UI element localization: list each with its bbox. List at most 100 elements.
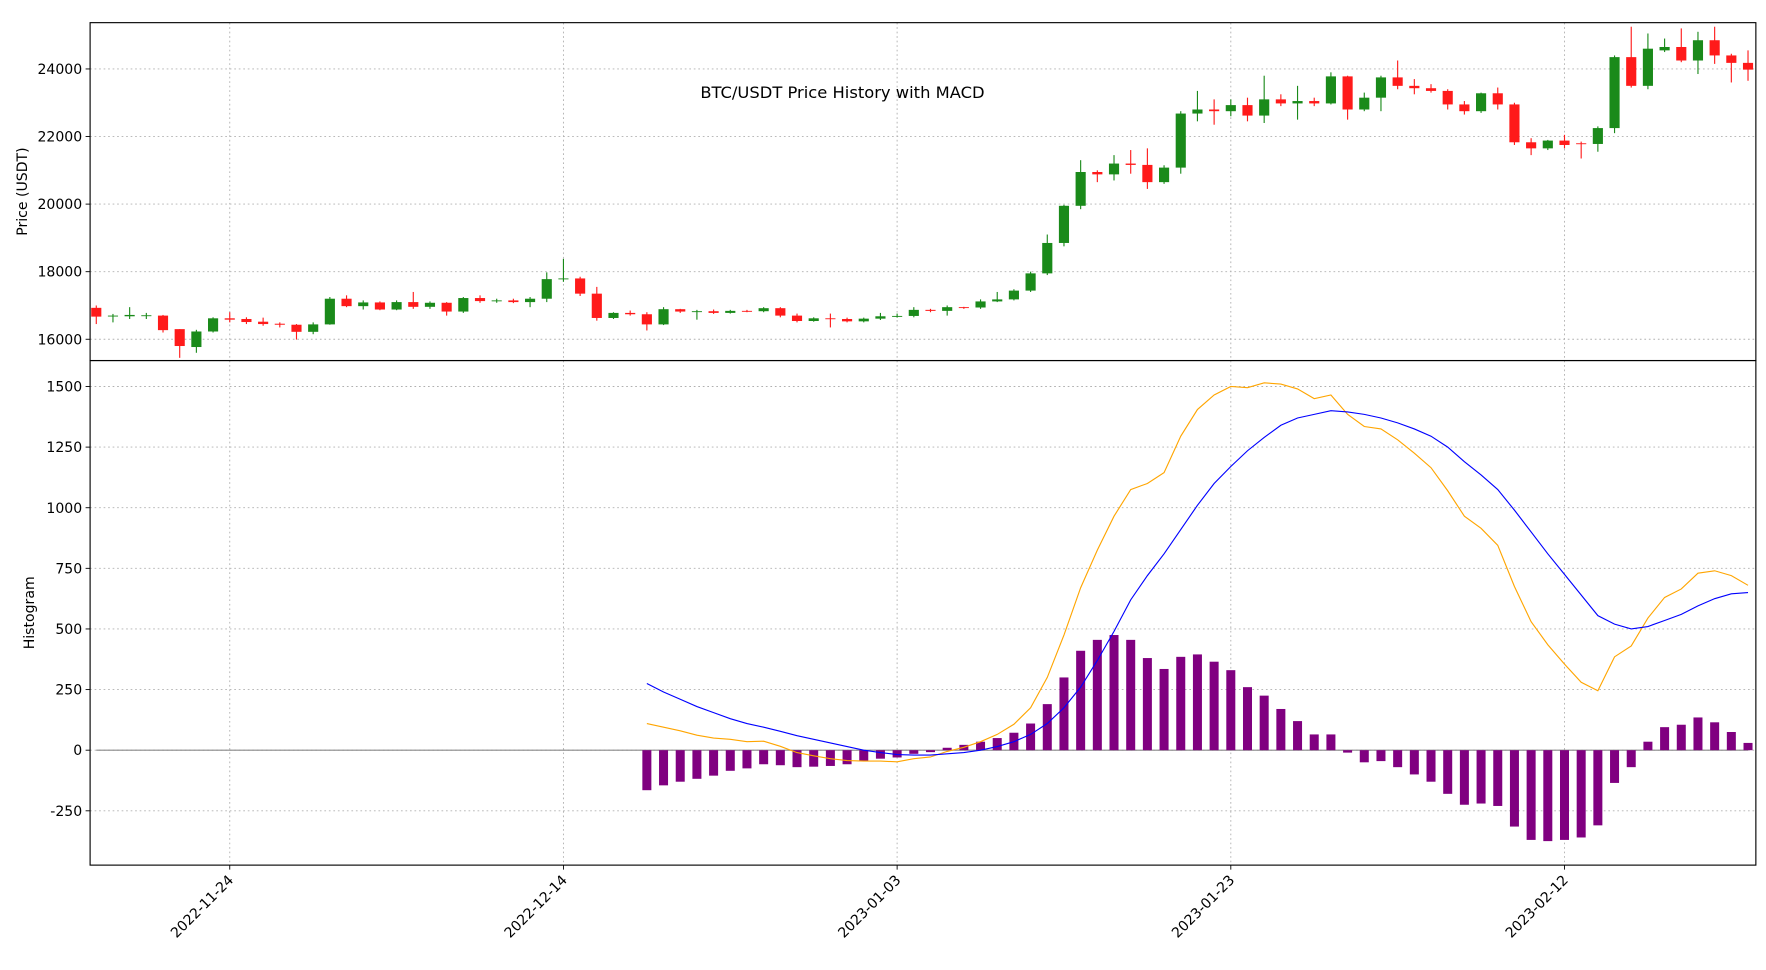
candle-body	[708, 311, 719, 313]
candle-body	[775, 308, 786, 316]
histogram-bar	[892, 750, 902, 758]
candle-body	[1609, 57, 1620, 129]
candle-body	[1742, 62, 1754, 70]
y-tick-label: 18000	[37, 265, 82, 281]
histogram-bar	[976, 741, 986, 751]
candle-body	[1659, 46, 1670, 51]
histogram-bar	[1626, 750, 1636, 768]
candle-body	[341, 298, 352, 307]
candle-body	[575, 278, 586, 294]
candle-body	[908, 309, 919, 316]
histogram-bar	[1059, 677, 1069, 751]
histogram-bar	[1660, 727, 1670, 751]
histogram-bar	[1176, 656, 1186, 751]
y-tick-label: -250	[50, 804, 82, 820]
candle-body	[141, 315, 152, 317]
y-tick-label: 20000	[37, 197, 82, 213]
histogram-bar	[1293, 721, 1303, 751]
candle-body	[1509, 104, 1520, 143]
candle-body	[842, 318, 853, 322]
histogram-bar	[1693, 717, 1703, 751]
candle-body	[1025, 273, 1036, 291]
candle-body	[1008, 290, 1019, 300]
x-tick-label: 2023-02-12	[1503, 872, 1572, 941]
histogram-bar	[1242, 687, 1252, 751]
histogram-bar	[909, 750, 919, 754]
histogram-bar	[1610, 750, 1620, 783]
chart-title: BTC/USDT Price History with MACD	[700, 83, 984, 102]
candle-body	[241, 318, 252, 323]
histogram-bar	[692, 750, 702, 779]
candle-body	[458, 298, 469, 312]
candle-body	[1142, 164, 1153, 183]
candle-body	[157, 315, 169, 331]
histogram-bar	[1443, 750, 1453, 794]
candle-body	[1392, 77, 1403, 86]
candle-body	[558, 278, 569, 280]
histogram-bar	[875, 750, 885, 759]
y-tick-label: 24000	[37, 62, 82, 78]
y-tick-label: 500	[55, 622, 82, 638]
x-tick-label: 2022-11-24	[168, 872, 237, 941]
candle-body	[675, 309, 686, 312]
candle-body	[591, 293, 602, 318]
y-axis-label: Price (USDT)	[15, 147, 31, 235]
histogram-bar	[709, 750, 719, 776]
histogram-bar	[1142, 658, 1152, 751]
candle-body	[1325, 76, 1336, 104]
y-tick-label: 750	[55, 561, 82, 577]
histogram-bar	[1559, 750, 1569, 840]
histogram-bar	[1092, 639, 1102, 751]
y-tick-label: 1250	[46, 440, 82, 456]
candle-body	[1559, 140, 1570, 145]
candle-body	[91, 307, 102, 317]
histogram-bar	[1643, 741, 1653, 751]
candle-body	[758, 308, 769, 312]
histogram-bar	[1743, 742, 1753, 751]
candle-body	[1058, 205, 1070, 243]
candle-body	[1342, 76, 1353, 110]
candle-body	[608, 312, 619, 318]
y-tick-label: 22000	[37, 130, 82, 146]
histogram-bar	[775, 750, 785, 766]
candle-body	[1209, 109, 1220, 112]
candle-body	[1309, 101, 1320, 104]
histogram-bar	[1459, 750, 1469, 805]
candle-body	[992, 299, 1003, 302]
candle-body	[691, 311, 702, 313]
histogram-bar	[1276, 708, 1286, 751]
candle-body	[1526, 142, 1537, 149]
candle-body	[525, 298, 536, 303]
candle-body	[1676, 46, 1687, 61]
candle-body	[1359, 97, 1370, 110]
candle-body	[424, 302, 436, 307]
candle-body	[107, 315, 119, 317]
y-tick-label: 1500	[46, 380, 82, 396]
candle-body	[308, 324, 319, 332]
y-tick-label: 16000	[37, 332, 82, 348]
candle-body	[1592, 128, 1603, 144]
candle-body	[1192, 109, 1203, 114]
histogram-bar	[1710, 722, 1720, 751]
candle-body	[1108, 163, 1120, 175]
y-tick-label: 1000	[46, 501, 82, 517]
histogram-bar	[1526, 750, 1536, 840]
histogram-bar	[1026, 723, 1036, 751]
candle-body	[1259, 99, 1270, 116]
histogram-bar	[1676, 724, 1686, 751]
candle-body	[641, 314, 652, 325]
histogram-bar	[925, 750, 935, 753]
candle-body	[1225, 105, 1236, 112]
histogram-bar	[1259, 695, 1269, 751]
y-tick-label: 250	[55, 683, 82, 699]
candle-body	[491, 300, 502, 302]
histogram-bar	[1509, 750, 1519, 827]
histogram-bar	[1209, 661, 1219, 751]
axes-frame	[89, 359, 1757, 866]
y-tick-label: 0	[73, 743, 82, 759]
histogram-bar	[1476, 750, 1486, 804]
candle-body	[1425, 88, 1437, 91]
histogram-bar	[742, 750, 752, 769]
